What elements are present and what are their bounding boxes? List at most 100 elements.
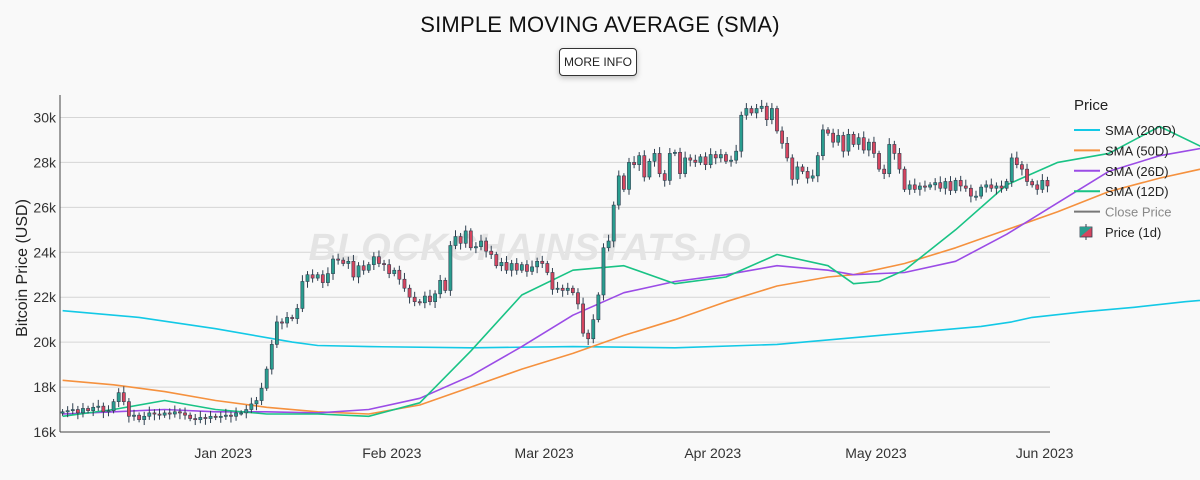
candle-body bbox=[494, 254, 499, 267]
candle-body bbox=[65, 410, 70, 413]
candle-body bbox=[642, 155, 647, 178]
sma-lines bbox=[62, 125, 1200, 418]
candle bbox=[815, 152, 820, 183]
candle bbox=[234, 407, 238, 421]
candle-body bbox=[315, 274, 320, 279]
candle bbox=[912, 178, 917, 193]
candle-body bbox=[576, 292, 580, 305]
candle-body bbox=[234, 412, 238, 417]
candle bbox=[295, 303, 300, 324]
candle bbox=[872, 136, 876, 158]
candle bbox=[764, 102, 769, 127]
y-tick-label: 20k bbox=[33, 334, 57, 350]
candle bbox=[535, 257, 540, 274]
candle-body bbox=[616, 175, 621, 206]
candle bbox=[902, 166, 907, 193]
candle-body bbox=[116, 392, 121, 402]
candle-body bbox=[897, 153, 902, 170]
legend-item: SMA (50D) bbox=[1074, 143, 1169, 158]
candle-body bbox=[382, 263, 386, 266]
candle-body bbox=[525, 264, 529, 272]
candle bbox=[667, 148, 672, 185]
y-tick-label: 24k bbox=[33, 244, 57, 260]
candle bbox=[565, 282, 570, 295]
candle-body bbox=[877, 153, 881, 170]
candle bbox=[1014, 151, 1019, 169]
candle-body bbox=[387, 264, 392, 274]
candle bbox=[366, 261, 371, 273]
candle-body bbox=[137, 414, 141, 420]
candle bbox=[917, 182, 922, 196]
candle-body bbox=[91, 406, 96, 411]
candle-body bbox=[683, 157, 688, 174]
candle-body bbox=[744, 108, 749, 116]
more-info-button[interactable]: MORE INFO bbox=[559, 48, 637, 76]
candle bbox=[101, 402, 106, 419]
candle-body bbox=[601, 247, 606, 296]
candle bbox=[132, 409, 136, 421]
candle bbox=[315, 272, 320, 281]
candle bbox=[300, 275, 305, 313]
candle bbox=[86, 405, 90, 414]
candle-body bbox=[213, 415, 218, 418]
candle-body bbox=[320, 274, 325, 283]
candle bbox=[673, 149, 677, 157]
candle-body bbox=[239, 412, 244, 415]
sma-12d-line bbox=[62, 125, 1200, 418]
candle-body bbox=[351, 260, 356, 278]
candle bbox=[116, 388, 121, 408]
candle bbox=[713, 150, 718, 165]
candle bbox=[769, 103, 774, 125]
candle bbox=[790, 154, 795, 186]
candle-body bbox=[157, 413, 162, 416]
candle-body bbox=[550, 272, 555, 290]
candle bbox=[223, 408, 228, 420]
y-tick-label: 22k bbox=[33, 289, 57, 305]
candle-body bbox=[800, 166, 805, 172]
candle-body bbox=[504, 262, 509, 271]
candle bbox=[142, 411, 147, 426]
candle bbox=[484, 237, 488, 258]
candle bbox=[596, 292, 601, 323]
candle-body bbox=[1035, 184, 1040, 190]
candle bbox=[616, 170, 621, 210]
candle-body bbox=[183, 412, 187, 416]
candle-body bbox=[106, 410, 111, 413]
candle bbox=[285, 312, 289, 328]
candle-body bbox=[468, 230, 473, 249]
candle-body bbox=[285, 317, 289, 324]
candle bbox=[923, 180, 927, 192]
candle bbox=[841, 131, 846, 158]
candle-body bbox=[229, 414, 233, 417]
sma-26d-line bbox=[62, 147, 1200, 415]
candle bbox=[581, 297, 585, 337]
candle bbox=[60, 409, 65, 416]
candle-body bbox=[974, 195, 978, 198]
candle-body bbox=[223, 414, 228, 417]
x-tick-label: May 2023 bbox=[845, 445, 907, 461]
candle bbox=[555, 281, 560, 293]
candle bbox=[759, 99, 764, 113]
candle-body bbox=[484, 240, 488, 252]
candle-body bbox=[596, 294, 601, 320]
candle bbox=[1025, 163, 1029, 186]
candle-body bbox=[984, 184, 989, 188]
candle-body bbox=[167, 412, 172, 415]
candle bbox=[632, 156, 636, 169]
candle bbox=[443, 277, 448, 294]
candle bbox=[463, 225, 468, 248]
candle-body bbox=[142, 415, 147, 420]
candle bbox=[933, 178, 938, 191]
y-tick-label: 30k bbox=[33, 109, 57, 125]
candle-body bbox=[101, 405, 106, 413]
candle-body bbox=[198, 417, 203, 420]
candle-body bbox=[438, 280, 443, 295]
candle-body bbox=[673, 151, 677, 154]
candle bbox=[657, 147, 662, 178]
candle bbox=[331, 255, 335, 280]
candle bbox=[320, 270, 325, 288]
candle bbox=[963, 179, 968, 192]
gridlines bbox=[60, 116, 1050, 433]
candle-body bbox=[172, 411, 177, 415]
candle-body bbox=[591, 319, 596, 340]
